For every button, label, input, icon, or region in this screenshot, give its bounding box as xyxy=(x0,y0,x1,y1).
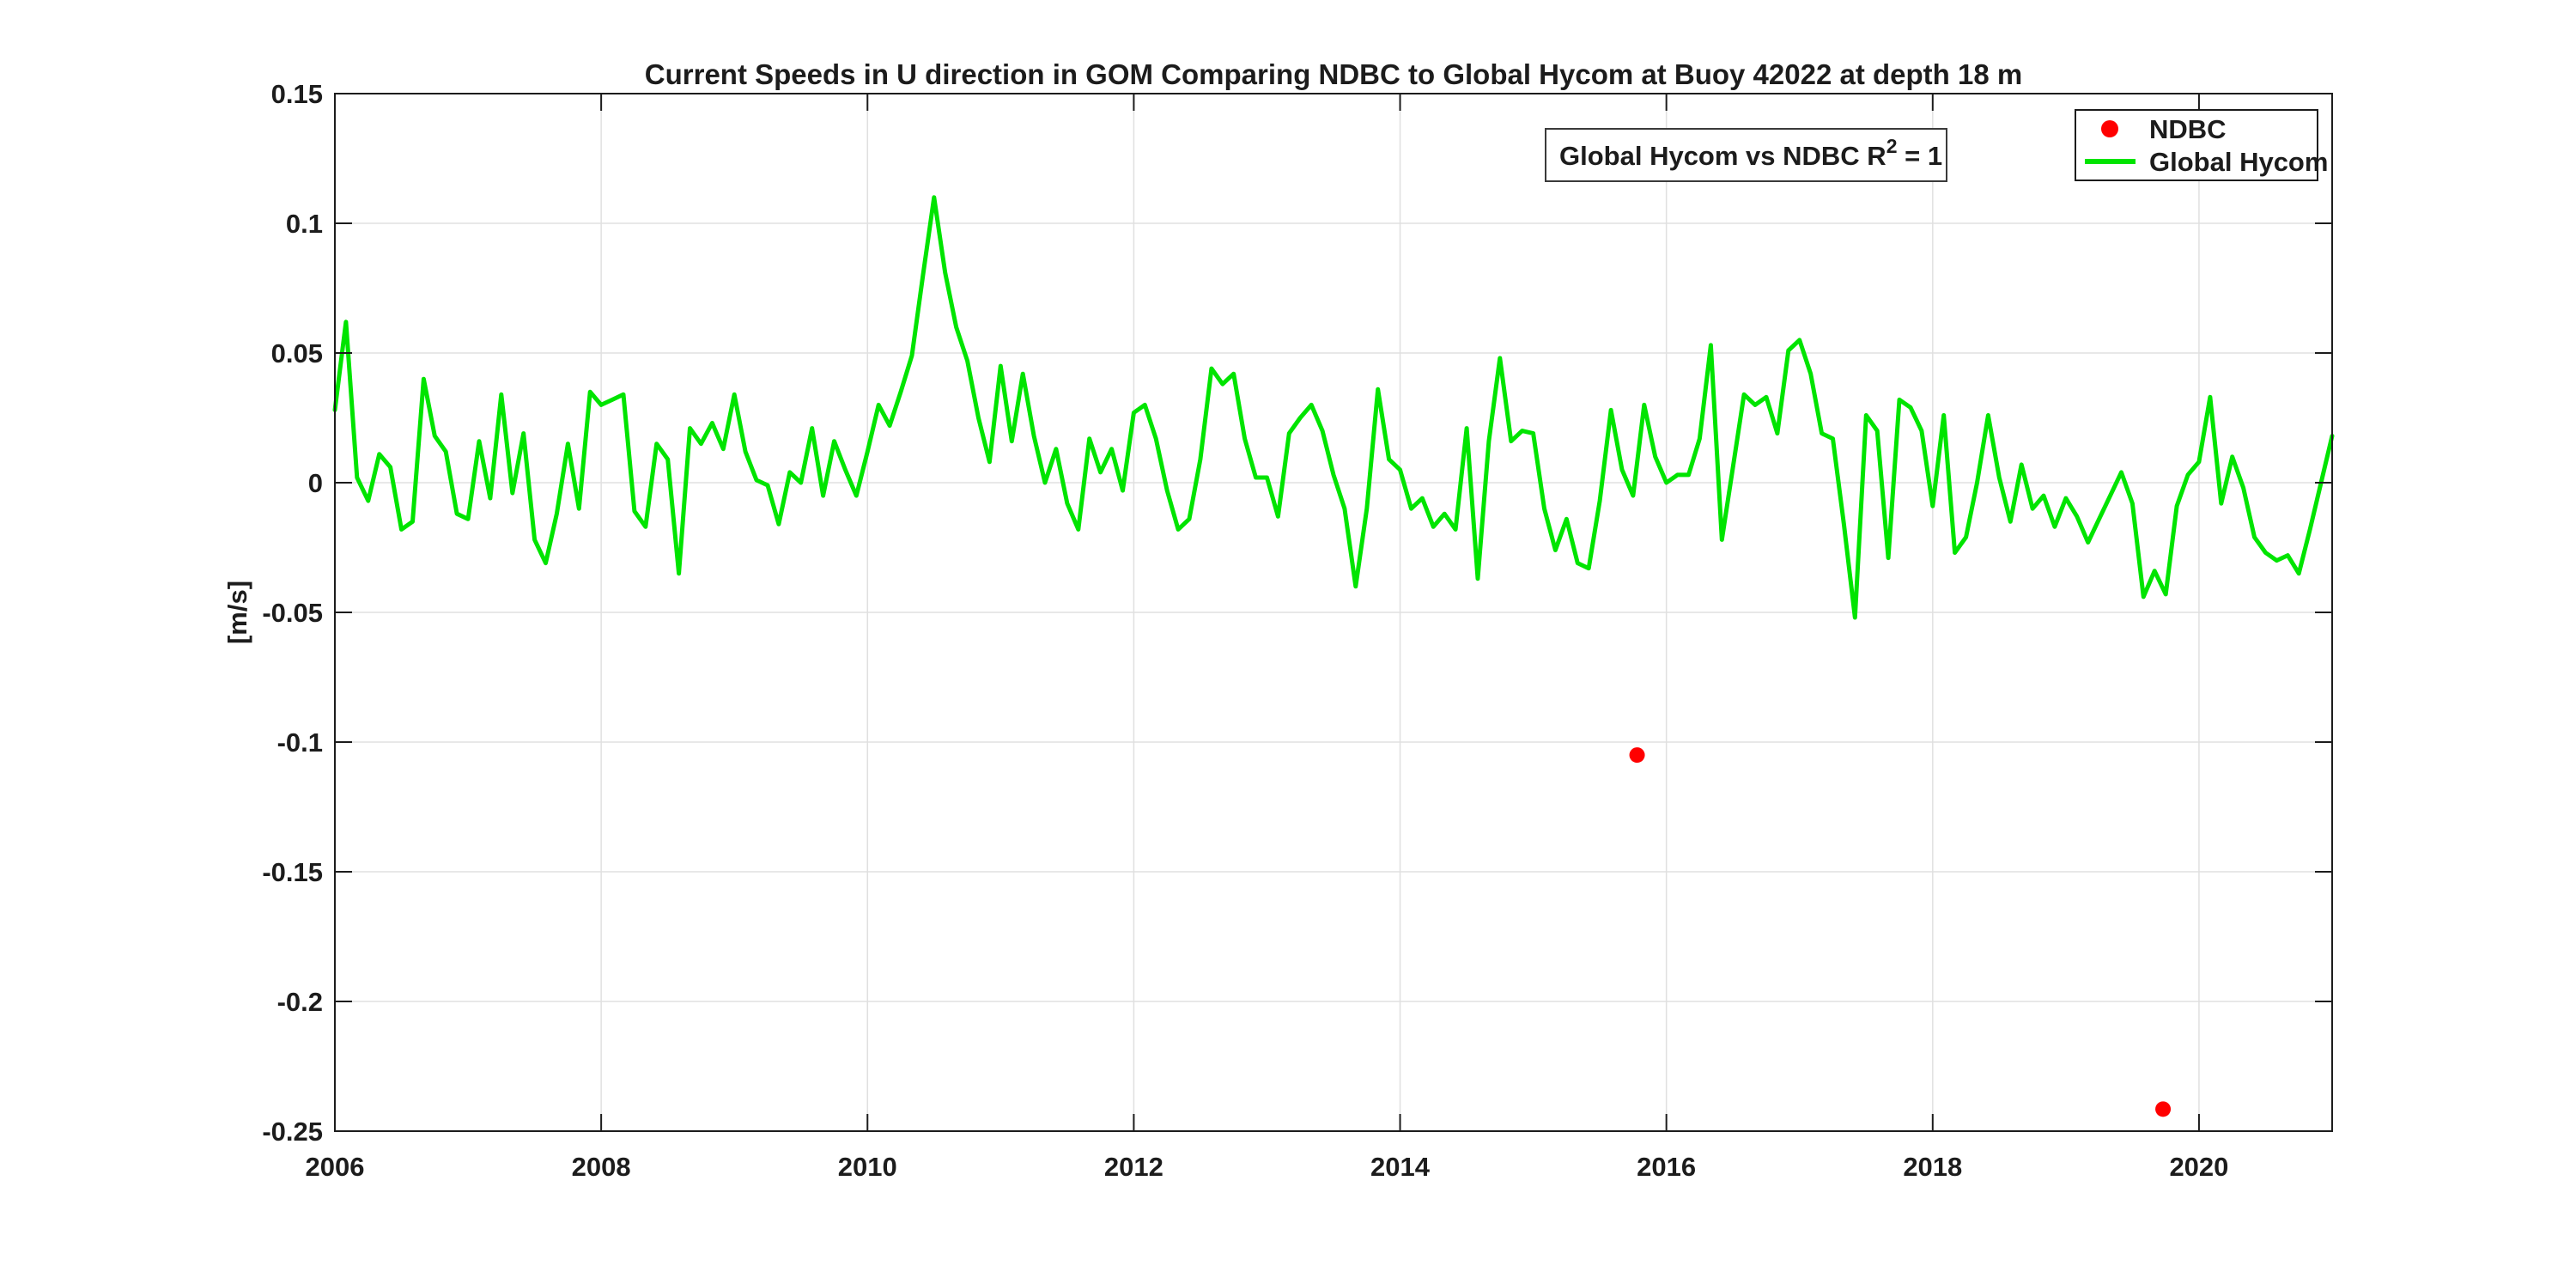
y-tick-label: -0.05 xyxy=(262,598,323,628)
tick-labels: 2006 2008 2010 2012 2014 2016 2018 2020 0.15 0.1 0… xyxy=(262,79,2228,1182)
ndbc-point xyxy=(2155,1101,2172,1117)
legend[interactable]: NDBC Global Hycom xyxy=(2075,109,2328,181)
global-hycom-line xyxy=(332,195,2335,620)
x-tick-label: 2010 xyxy=(838,1152,897,1182)
axes-frame xyxy=(334,93,2333,1132)
annotation-box xyxy=(1545,128,1947,182)
axes-box xyxy=(334,93,2333,1132)
chart-title: Current Speeds in U direction in GOM Com… xyxy=(645,58,2022,90)
legend-hycom-label: Global Hycom xyxy=(2149,147,2328,177)
y-tick-label: -0.2 xyxy=(277,987,323,1017)
grid-lines xyxy=(334,93,2332,1132)
x-tick-label: 2020 xyxy=(2169,1152,2228,1182)
x-tick-label: 2016 xyxy=(1637,1152,1696,1182)
r-squared-annotation: Global Hycom vs NDBC R2 = 1 xyxy=(1545,128,1947,182)
y-tick-label: -0.15 xyxy=(262,857,323,887)
y-tick-label: 0.05 xyxy=(271,338,323,368)
x-tick-label: 2006 xyxy=(306,1152,365,1182)
x-tick-label: 2014 xyxy=(1370,1152,1431,1182)
plot-area xyxy=(332,195,2335,1117)
y-tick-label: 0.15 xyxy=(271,79,323,109)
x-tick-label: 2008 xyxy=(572,1152,631,1182)
y-tick-label: 0 xyxy=(308,468,323,498)
x-tick-label: 2018 xyxy=(1903,1152,1962,1182)
ndbc-point xyxy=(1629,747,1645,764)
legend-box xyxy=(2075,109,2318,181)
legend-ndbc-marker-icon xyxy=(2101,120,2118,137)
y-tick-label: -0.1 xyxy=(277,727,323,758)
x-tick-label: 2012 xyxy=(1104,1152,1163,1182)
legend-ndbc-label: NDBC xyxy=(2149,114,2227,144)
annotation-text: Global Hycom vs NDBC R2 = 1 xyxy=(1559,135,1942,171)
y-tick-label: 0.1 xyxy=(286,209,323,239)
y-axis-label: [m/s] xyxy=(222,581,252,644)
y-tick-label: -0.25 xyxy=(262,1117,323,1147)
